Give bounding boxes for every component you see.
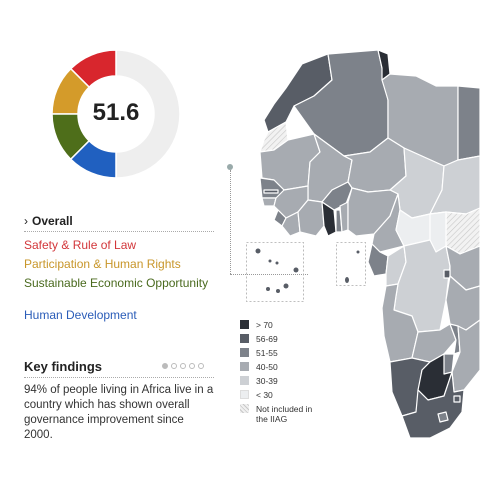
category-human-development[interactable]: Human Development xyxy=(24,308,137,322)
category-sustainable-economic-opportunity[interactable]: Sustainable Economic Opportunity xyxy=(24,276,209,290)
country-egypt[interactable] xyxy=(457,85,480,161)
legend-label: 30-39 xyxy=(256,376,278,386)
donut-segment-human-development[interactable] xyxy=(69,139,117,179)
overall-score-donut[interactable] xyxy=(50,48,182,180)
chevron-right-icon: › xyxy=(24,214,28,228)
africa-map[interactable] xyxy=(240,40,480,460)
seychelles-inset[interactable] xyxy=(336,242,366,286)
pagination-dot[interactable] xyxy=(198,363,204,369)
legend-item: 40-50 xyxy=(240,362,330,372)
legend-item: 30-39 xyxy=(240,376,330,386)
country-eswatini[interactable] xyxy=(453,395,461,403)
country-south-africa[interactable] xyxy=(401,371,465,439)
map-connector-line-horizontal xyxy=(230,274,308,275)
legend-item: > 70 xyxy=(240,320,330,330)
country-benin[interactable] xyxy=(339,201,349,233)
key-findings-title: Key findings xyxy=(24,359,103,374)
key-findings-pagination[interactable] xyxy=(162,363,204,369)
country-rwanda[interactable] xyxy=(443,269,451,279)
legend-swatch xyxy=(240,404,249,413)
country-malawi[interactable] xyxy=(449,323,461,355)
pagination-dot[interactable] xyxy=(189,363,195,369)
cabo-verde-inset[interactable] xyxy=(246,242,304,302)
legend-label: 56-69 xyxy=(256,334,278,344)
overall-category-item[interactable]: › Overall xyxy=(24,214,214,232)
pagination-dot[interactable] xyxy=(180,363,186,369)
country-gambia[interactable] xyxy=(263,189,279,194)
legend-item: 51-55 xyxy=(240,348,330,358)
map-connector-line xyxy=(230,170,231,274)
legend-label: 40-50 xyxy=(256,362,278,372)
key-findings-text: 94% of people living in Africa live in a… xyxy=(24,384,214,441)
country-ethiopia-region[interactable] xyxy=(445,207,480,255)
legend-label: > 70 xyxy=(256,320,273,330)
donut-segment-safety-rule-of-law[interactable] xyxy=(69,49,117,89)
key-findings-divider xyxy=(24,377,214,378)
legend-swatch xyxy=(240,376,249,385)
legend-label: < 30 xyxy=(256,390,273,400)
donut-segment-sustainable-economic-opportunity[interactable] xyxy=(51,113,91,161)
legend-item: Not included in the IIAG xyxy=(240,404,330,424)
country-liberia[interactable] xyxy=(281,211,301,237)
pagination-dot[interactable] xyxy=(171,363,177,369)
category-safety-rule-of-law[interactable]: Safety & Rule of Law xyxy=(24,238,137,252)
overall-label: Overall xyxy=(32,214,73,228)
legend-label: Not included in the IIAG xyxy=(256,404,313,424)
map-connector-dot xyxy=(227,164,233,170)
donut-remainder-segment[interactable] xyxy=(115,49,181,179)
overall-score-value: 51.6 xyxy=(92,99,140,126)
donut-segment-participation-human-rights[interactable] xyxy=(51,67,91,115)
legend-item: 56-69 xyxy=(240,334,330,344)
legend-swatch xyxy=(240,390,249,399)
country-ghana[interactable] xyxy=(321,201,337,237)
country-zimbabwe[interactable] xyxy=(443,353,455,375)
legend-swatch xyxy=(240,320,249,329)
pagination-dot[interactable] xyxy=(162,363,168,369)
country-lesotho[interactable] xyxy=(437,411,449,423)
legend-swatch xyxy=(240,334,249,343)
map-legend: > 70 56-69 51-55 40-50 30-39 < 30 Not included… xyxy=(240,320,330,428)
legend-swatch xyxy=(240,348,249,357)
legend-item: < 30 xyxy=(240,390,330,400)
category-participation-human-rights[interactable]: Participation & Human Rights xyxy=(24,257,181,271)
legend-label: 51-55 xyxy=(256,348,278,358)
legend-swatch xyxy=(240,362,249,371)
